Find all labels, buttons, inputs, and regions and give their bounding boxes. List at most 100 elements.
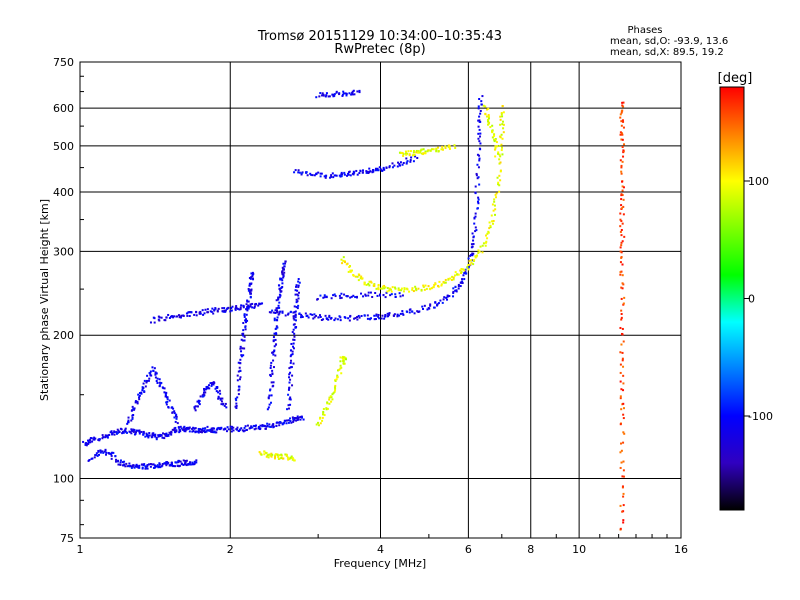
echo-point	[170, 406, 173, 409]
echo-point	[289, 398, 292, 401]
echo-point	[174, 465, 177, 468]
echo-point	[175, 417, 178, 420]
echo-point	[498, 153, 501, 156]
echo-point	[460, 281, 463, 284]
echo-point	[200, 431, 203, 434]
echo-point	[377, 315, 380, 318]
echo-point	[321, 419, 324, 422]
echo-point	[342, 256, 345, 259]
echo-point	[154, 372, 157, 375]
echo-point	[470, 261, 473, 264]
echo-point	[344, 92, 347, 95]
echo-point	[409, 159, 412, 162]
echo-point	[354, 317, 357, 320]
echo-point	[163, 391, 166, 394]
echo-point	[452, 290, 455, 293]
echo-point	[499, 155, 502, 158]
echo-point	[385, 291, 388, 294]
echo-point	[289, 355, 292, 358]
echo-point	[348, 170, 351, 173]
echo-point	[444, 278, 447, 281]
echo-point	[329, 176, 332, 179]
echo-point	[138, 466, 141, 469]
echo-point	[275, 421, 278, 424]
echo-point	[330, 297, 333, 300]
echo-point	[167, 313, 170, 316]
echo-point	[180, 462, 183, 465]
echo-point	[622, 431, 625, 434]
echo-point	[324, 314, 327, 317]
echo-point	[99, 449, 102, 452]
echo-point	[242, 334, 245, 337]
echo-point	[323, 296, 326, 299]
echo-point	[200, 428, 203, 431]
echo-point	[364, 294, 367, 297]
echo-point	[336, 374, 339, 377]
echo-point	[309, 172, 312, 175]
echo-point	[235, 399, 238, 402]
colorbar-tick-label: 0	[748, 293, 755, 306]
echo-point	[272, 359, 275, 362]
echo-point	[622, 101, 625, 104]
echo-point	[236, 307, 239, 310]
echo-point	[487, 117, 490, 120]
echo-point	[619, 225, 622, 228]
echo-point	[391, 286, 394, 289]
echo-point	[354, 296, 357, 299]
echo-point	[359, 169, 362, 172]
echo-point	[377, 169, 380, 172]
echo-point	[478, 250, 481, 253]
echo-point	[146, 379, 149, 382]
echo-point	[119, 461, 122, 464]
echo-point	[433, 283, 436, 286]
echo-point	[281, 272, 284, 275]
echo-point	[287, 393, 290, 396]
echo-point	[267, 406, 270, 409]
echo-point	[102, 436, 105, 439]
echo-point	[124, 465, 127, 468]
echo-point	[247, 304, 250, 307]
echo-point	[390, 293, 393, 296]
echo-point	[356, 316, 359, 319]
echo-point	[149, 321, 152, 324]
echo-point	[269, 373, 272, 376]
echo-point	[429, 304, 432, 307]
echo-point	[620, 461, 623, 464]
echo-point	[130, 429, 133, 432]
echo-point	[620, 138, 623, 141]
echo-point	[387, 315, 390, 318]
echo-point	[414, 287, 417, 290]
echo-point	[477, 119, 480, 122]
echo-point	[398, 289, 401, 292]
echo-point	[212, 427, 215, 430]
echo-point	[472, 242, 475, 245]
echo-point	[248, 282, 251, 285]
echo-point	[289, 366, 292, 369]
echo-point	[375, 313, 378, 316]
echo-point	[621, 510, 624, 513]
echo-point	[393, 286, 396, 289]
echo-point	[287, 419, 290, 422]
echo-point	[171, 428, 174, 431]
echo-point	[334, 384, 337, 387]
echo-point	[472, 263, 475, 266]
echo-point	[88, 439, 91, 442]
echo-point	[460, 268, 463, 271]
echo-point	[452, 276, 455, 279]
echo-point	[439, 299, 442, 302]
echo-point	[432, 148, 435, 151]
echo-point	[351, 93, 354, 96]
echo-point	[492, 222, 495, 225]
echo-point	[622, 417, 625, 420]
echo-point	[499, 161, 502, 164]
echo-point	[217, 391, 220, 394]
echo-point	[477, 166, 480, 169]
echo-point	[215, 431, 218, 434]
echo-point	[389, 288, 392, 291]
echo-point	[154, 465, 157, 468]
echo-point	[397, 161, 400, 164]
echo-point	[622, 402, 625, 405]
echo-point	[343, 316, 346, 319]
echo-point	[620, 244, 623, 247]
echo-point	[353, 93, 356, 96]
